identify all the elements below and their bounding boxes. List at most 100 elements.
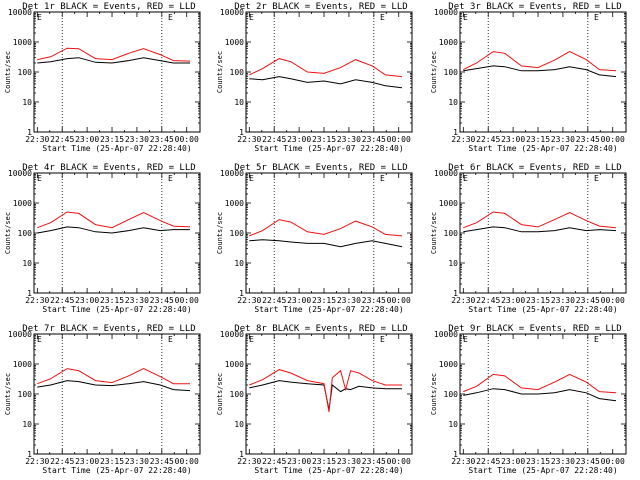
- x-axis-label: Start Time (25-Apr-07 22:28:40): [42, 305, 191, 314]
- y-tick-label: 1000: [439, 199, 458, 208]
- y-tick-label: 1: [239, 128, 244, 137]
- events-series-line: [37, 380, 191, 392]
- x-tick-label: 23:15: [100, 296, 124, 305]
- y-tick-label: 1: [27, 450, 32, 459]
- events-series-line: [463, 388, 617, 402]
- x-tick-label: 23:30: [551, 457, 575, 466]
- y-tick-label: 10: [234, 259, 244, 268]
- x-axis-label: Start Time (25-Apr-07 22:28:40): [254, 305, 403, 314]
- x-tick-label: 23:45: [576, 457, 600, 466]
- y-tick-label: 10: [234, 98, 244, 107]
- x-axis-label: Start Time (25-Apr-07 22:28:40): [468, 305, 617, 314]
- events-series-line: [249, 76, 403, 89]
- corner-marker: E: [463, 335, 468, 344]
- chart-panel: Det 8r BLACK = Events, RED = LLD 1 10 100 10…: [216, 324, 413, 475]
- y-tick-label: 100: [444, 390, 459, 399]
- y-tick-label: 10: [448, 420, 458, 429]
- lld-series-line: [249, 58, 403, 78]
- x-tick-label: 22:45: [262, 296, 286, 305]
- x-tick-label: 23:00: [75, 296, 99, 305]
- events-series-line: [249, 239, 403, 248]
- x-tick-label: 23:00: [75, 135, 99, 144]
- y-axis-label: Counts/sec: [430, 212, 438, 254]
- y-tick-label: 1000: [13, 199, 32, 208]
- x-tick-label: 23:15: [100, 457, 124, 466]
- x-tick-label: 23:15: [526, 457, 550, 466]
- x-tick-label: 00:00: [387, 296, 411, 305]
- x-tick-label: 23:15: [100, 135, 124, 144]
- chart-panel: Det 2r BLACK = Events, RED = LLD 1 10 100 10…: [216, 2, 413, 153]
- x-axis-label: Start Time (25-Apr-07 22:28:40): [468, 466, 617, 475]
- x-tick-label: 23:45: [576, 135, 600, 144]
- y-tick-label: 100: [18, 390, 33, 399]
- y-axis-label: Counts/sec: [4, 51, 12, 93]
- x-tick-label: 22:30: [451, 457, 475, 466]
- x-tick-label: 00:00: [175, 296, 199, 305]
- chart-panel: Det 4r BLACK = Events, RED = LLD 1 10 100 10…: [4, 163, 201, 314]
- x-tick-label: 22:30: [25, 457, 49, 466]
- x-tick-label: 22:30: [237, 457, 261, 466]
- x-tick-label: 22:30: [25, 296, 49, 305]
- x-tick-label: 22:45: [50, 457, 74, 466]
- lld-series-line: [463, 51, 617, 72]
- y-axis-label: Counts/sec: [430, 373, 438, 415]
- x-tick-label: 22:30: [25, 135, 49, 144]
- x-tick-label: 22:45: [262, 135, 286, 144]
- y-tick-label: 100: [444, 229, 459, 238]
- y-tick-label: 10000: [434, 330, 458, 339]
- chart-title: Det 5r BLACK = Events, RED = LLD: [234, 163, 407, 173]
- x-tick-label: 22:45: [476, 296, 500, 305]
- corner-marker: E: [168, 335, 173, 344]
- y-tick-label: 100: [444, 68, 459, 77]
- x-tick-label: 23:15: [526, 296, 550, 305]
- x-tick-label: 23:00: [75, 457, 99, 466]
- x-axis-label: Start Time (25-Apr-07 22:28:40): [42, 466, 191, 475]
- x-tick-label: 23:45: [150, 135, 174, 144]
- y-tick-label: 100: [230, 229, 245, 238]
- corner-marker: E: [594, 335, 599, 344]
- y-tick-label: 10: [448, 98, 458, 107]
- chart-panel: Det 3r BLACK = Events, RED = LLD 1 10 100 10…: [430, 2, 627, 153]
- x-tick-label: 23:15: [312, 296, 336, 305]
- y-tick-label: 1000: [439, 360, 458, 369]
- chart-panel: Det 7r BLACK = Events, RED = LLD 1 10 100 10…: [4, 324, 201, 475]
- corner-marker: E: [380, 174, 385, 183]
- corner-marker: E: [594, 174, 599, 183]
- y-tick-label: 1: [27, 128, 32, 137]
- chart-title: Det 1r BLACK = Events, RED = LLD: [22, 2, 195, 12]
- x-tick-label: 00:00: [601, 135, 625, 144]
- events-series-line: [37, 226, 190, 234]
- corner-marker: E: [168, 174, 173, 183]
- y-tick-label: 10: [448, 259, 458, 268]
- y-axis-label: Counts/sec: [430, 51, 438, 93]
- x-tick-label: 22:45: [50, 296, 74, 305]
- y-tick-label: 1000: [225, 199, 244, 208]
- x-tick-label: 23:15: [312, 457, 336, 466]
- lld-series-line: [249, 369, 402, 413]
- x-tick-label: 23:45: [362, 457, 386, 466]
- y-tick-label: 10000: [220, 169, 244, 178]
- y-tick-label: 10000: [434, 169, 458, 178]
- chart-panel: Det 9r BLACK = Events, RED = LLD 1 10 100 10…: [430, 324, 627, 475]
- corner-marker: E: [249, 335, 254, 344]
- x-axis-label: Start Time (25-Apr-07 22:28:40): [42, 144, 191, 153]
- y-tick-label: 10000: [434, 8, 458, 17]
- x-tick-label: 22:45: [476, 457, 500, 466]
- x-tick-label: 23:30: [337, 296, 361, 305]
- plot-frame: [245, 333, 413, 455]
- y-tick-label: 100: [18, 229, 33, 238]
- chart-title: Det 8r BLACK = Events, RED = LLD: [234, 324, 407, 334]
- corner-marker: E: [380, 13, 385, 22]
- x-tick-label: 00:00: [175, 457, 199, 466]
- chart-panel: Det 6r BLACK = Events, RED = LLD 1 10 100 10…: [430, 163, 627, 314]
- events-series-line: [463, 65, 617, 78]
- x-tick-label: 22:30: [237, 135, 261, 144]
- plot-frame: [245, 11, 413, 133]
- events-series-line: [463, 226, 617, 233]
- plot-frame: [459, 172, 627, 294]
- chart-panel: Det 5r BLACK = Events, RED = LLD 1 10 100 10…: [216, 163, 413, 314]
- x-tick-label: 00:00: [601, 296, 625, 305]
- chart-title: Det 3r BLACK = Events, RED = LLD: [448, 2, 621, 12]
- y-tick-label: 10: [22, 98, 32, 107]
- x-tick-label: 23:15: [526, 135, 550, 144]
